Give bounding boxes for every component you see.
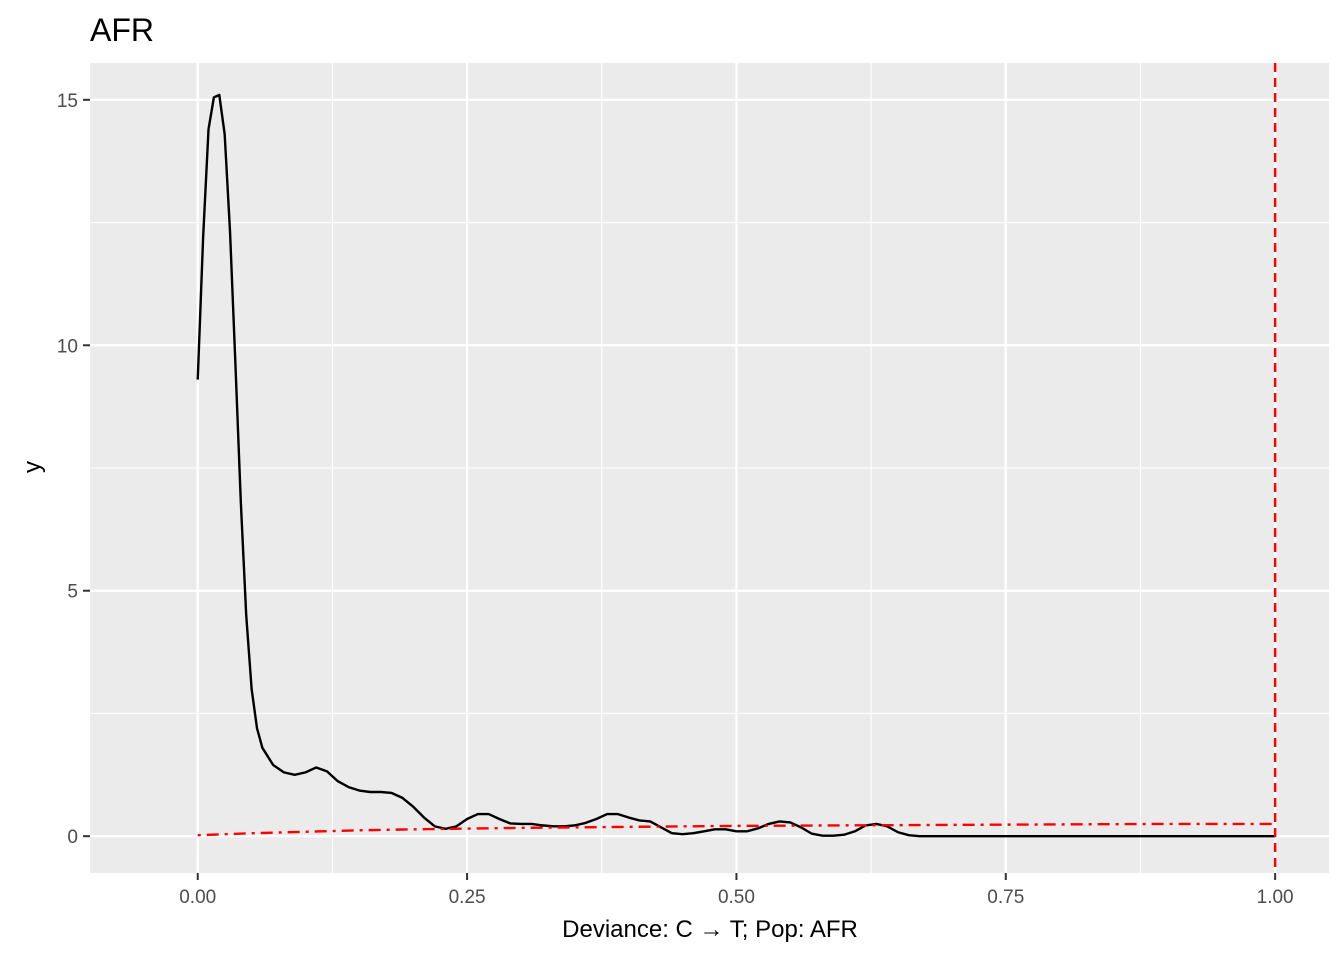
y-tick-label: 10 — [57, 336, 78, 357]
y-axis-title: y — [19, 461, 46, 473]
x-tick-label: 0.50 — [718, 887, 755, 908]
series-layer — [196, 63, 1277, 873]
major-gridlines — [90, 63, 1329, 873]
x-axis-title: Deviance: C → T; Pop: AFR — [562, 916, 858, 943]
axis-ticks — [83, 98, 1277, 880]
chart-title: AFR — [90, 12, 154, 48]
x-tick-label: 0.25 — [449, 887, 486, 908]
x-tick-label: 1.00 — [1257, 887, 1294, 908]
minor-gridlines — [90, 63, 1329, 873]
x-tick-label: 0.00 — [179, 887, 216, 908]
x-tick-labels: 0.00 0.25 0.50 0.75 1.00 — [179, 887, 1293, 908]
x-tick-label: 0.75 — [987, 887, 1024, 908]
y-tick-label: 5 — [67, 582, 78, 603]
y-tick-label: 15 — [57, 91, 78, 112]
y-tick-labels: 0 5 10 15 — [57, 91, 78, 848]
y-tick-label: 0 — [67, 827, 78, 848]
